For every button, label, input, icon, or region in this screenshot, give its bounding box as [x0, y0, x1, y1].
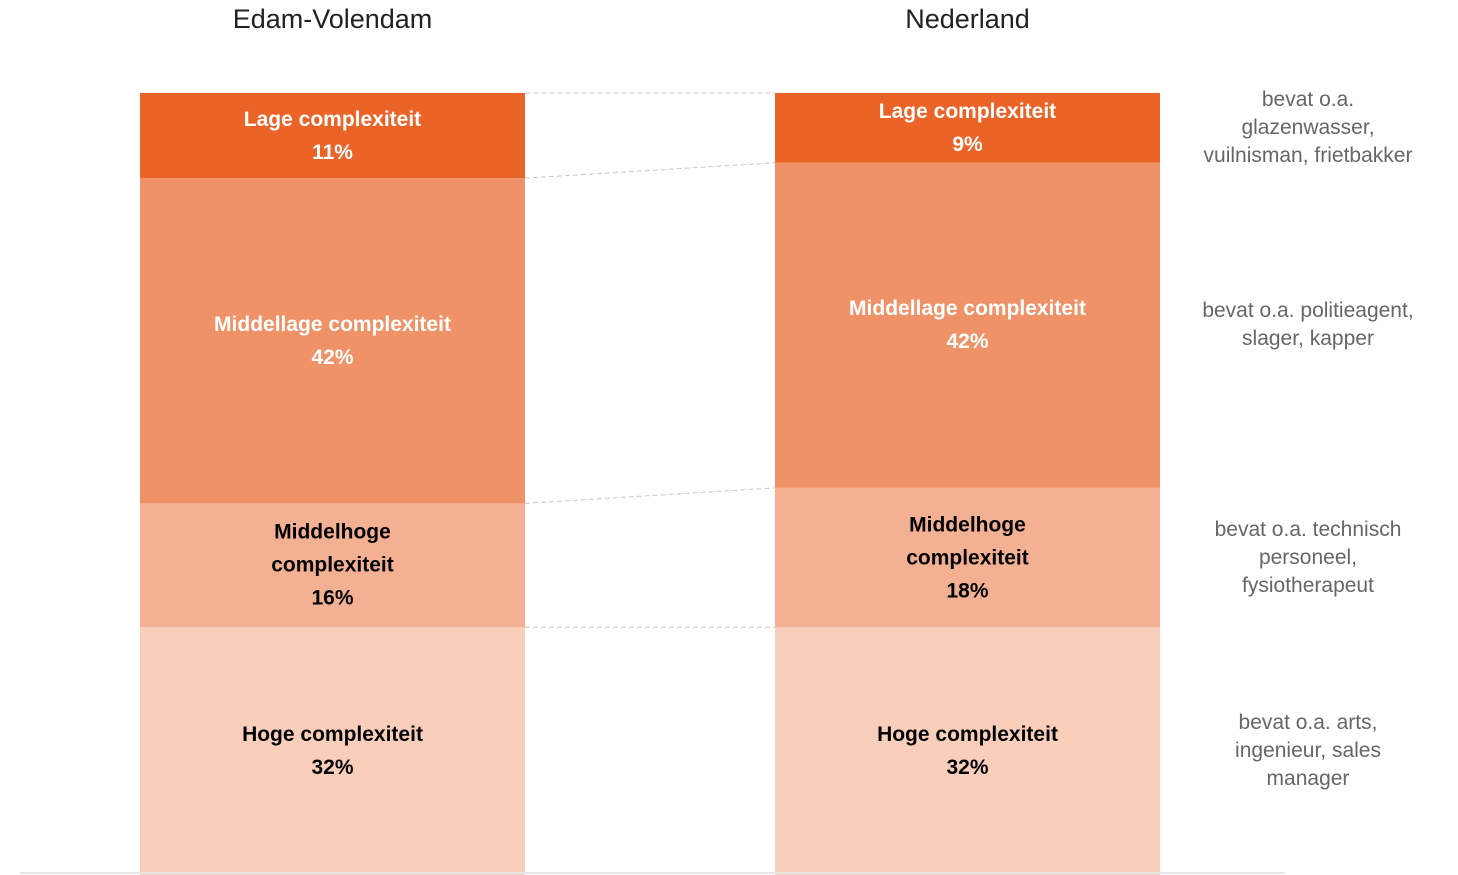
annotation-line: bevat o.a. [1261, 87, 1355, 111]
connector [524, 487, 776, 504]
annotation-line: ingenieur, sales [1235, 739, 1381, 763]
segment-label: Middellage complexiteit 42% [213, 308, 453, 374]
series-name: Middellage complexiteit [214, 312, 451, 336]
series-name: Lage complexiteit [878, 99, 1057, 123]
value-label: 16% [311, 586, 354, 610]
annotation-line: slager, kapper [1242, 327, 1374, 351]
series-name: Middelhoge complexiteit [906, 513, 1029, 570]
bar-segment [775, 487, 1160, 628]
annotation: bevat o.a. technisch personeel, fysiothera… [1163, 516, 1453, 600]
segment-label: Middelhoge complexiteit 18% [848, 508, 1088, 607]
bar-segment [775, 162, 1160, 488]
series-name: Hoge complexiteit [877, 723, 1058, 747]
segment-label: Lage complexiteit 11% [213, 103, 453, 169]
segment-label: Hoge complexiteit 32% [213, 718, 453, 784]
connector [524, 162, 776, 179]
column-title: Nederland [905, 4, 1030, 34]
column-title: Edam-Volendam [232, 4, 433, 34]
bar-segment [140, 93, 525, 179]
annotation-line: bevat o.a. technisch [1214, 517, 1402, 541]
value-label: 9% [952, 132, 983, 156]
bar-segment [140, 178, 525, 504]
bar-segment [140, 627, 525, 875]
series-name: Middellage complexiteit [849, 297, 1086, 321]
annotation: bevat o.a. politieagent, slager, kapper [1163, 297, 1453, 353]
bar-segment [140, 503, 525, 628]
series-name: Middelhoge complexiteit [271, 520, 394, 577]
segment-label: Lage complexiteit 9% [848, 95, 1088, 161]
value-label: 32% [311, 756, 354, 780]
value-label: 11% [312, 140, 353, 164]
segment-label: Hoge complexiteit 32% [848, 718, 1088, 784]
series-name: Lage complexiteit [243, 107, 422, 131]
bar-segment [775, 93, 1160, 163]
annotation-line: fysiotherapeut [1242, 573, 1374, 597]
value-label: 42% [311, 345, 354, 369]
annotation: bevat o.a. arts, ingenieur, sales manager [1163, 709, 1453, 793]
annotation-line: glazenwasser, [1241, 115, 1375, 139]
annotation: bevat o.a. glazenwasser, vuilnisman, friet… [1163, 86, 1453, 170]
value-label: 42% [946, 330, 989, 354]
segment-label: Middellage complexiteit 42% [848, 292, 1088, 358]
annotation-line: bevat o.a. politieagent, [1202, 299, 1414, 323]
segment-label: Middelhoge complexiteit 16% [213, 516, 453, 615]
annotation-line: personeel, [1258, 545, 1358, 569]
annotation-line: vuilnisman, frietbakker [1203, 143, 1413, 167]
annotation-line: bevat o.a. arts, [1238, 711, 1378, 735]
value-label: 32% [946, 756, 989, 780]
annotation-line: manager [1266, 767, 1350, 791]
value-label: 18% [946, 579, 989, 603]
bar-segment [775, 627, 1160, 875]
series-name: Hoge complexiteit [242, 723, 423, 747]
